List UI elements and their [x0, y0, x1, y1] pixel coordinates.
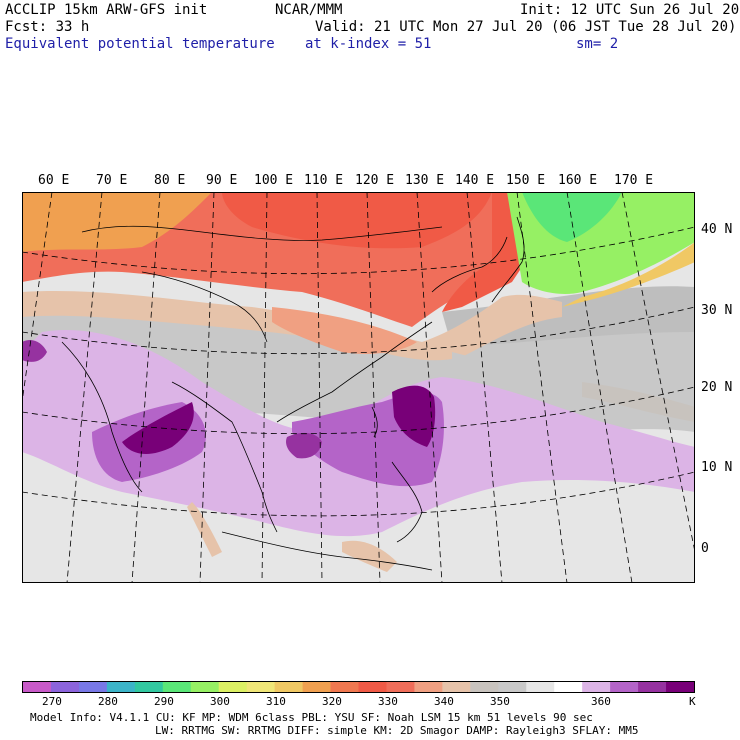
colorbar-label: 310 — [266, 695, 286, 708]
coastline-maritime — [221, 531, 433, 571]
forecast-hour: Fcst: 33 h — [5, 19, 90, 35]
colorbar-label: 300 — [210, 695, 230, 708]
smoothing-value: sm= 2 — [576, 36, 619, 52]
lon-label: 100 E — [254, 173, 294, 188]
colorbar-swatch — [498, 682, 527, 692]
colorbar-swatch — [106, 682, 136, 692]
dark-purple-bay-of-bengal — [122, 402, 194, 454]
colorbar-swatch — [50, 682, 80, 692]
lon-label: 170 E — [614, 173, 654, 188]
colorbar-swatch — [470, 682, 499, 692]
colorbar-swatch — [386, 682, 415, 692]
green-core — [522, 192, 622, 242]
colorbar-swatch — [442, 682, 471, 692]
colorbar-swatch — [302, 682, 332, 692]
lat-label: 40 N — [701, 222, 733, 237]
colorbar-swatch — [190, 682, 220, 692]
colorbar-swatch — [414, 682, 443, 692]
theta-e-map — [22, 192, 695, 583]
colorbar-swatch — [610, 682, 639, 692]
colorbar-swatch — [134, 682, 164, 692]
colorbar-swatch — [638, 682, 667, 692]
colorbar-swatch — [330, 682, 359, 692]
colorbar-swatch — [666, 682, 695, 692]
model-title: ACCLIP 15km ARW-GFS init — [5, 2, 208, 18]
gray-patch — [452, 352, 570, 394]
lon-label: 130 E — [405, 173, 445, 188]
lon-label: 120 E — [355, 173, 395, 188]
lon-label: 70 E — [96, 173, 128, 188]
colorbar-swatch — [246, 682, 276, 692]
lat-label: 0 — [701, 541, 709, 556]
coastline-korea — [431, 236, 508, 293]
dark-purple-philippine-sea — [392, 385, 436, 447]
lat-label: 30 N — [701, 303, 733, 318]
colorbar-label: 340 — [434, 695, 454, 708]
colorbar-swatch — [78, 682, 108, 692]
coastline-philippines — [391, 461, 423, 543]
lon-label: 150 E — [506, 173, 546, 188]
coastline-china — [276, 321, 433, 423]
colorbar-label: 280 — [98, 695, 118, 708]
valid-time: Valid: 21 UTC Mon 27 Jul 20 (06 JST Tue … — [315, 19, 737, 35]
colorbar-label: 270 — [42, 695, 62, 708]
coastline-indochina — [171, 381, 278, 533]
lon-label: 110 E — [304, 173, 344, 188]
salmon-patch — [272, 307, 417, 354]
coastline-japan — [491, 216, 525, 303]
model-info-line1: Model Info: V4.1.1 CU: KF MP: WDM 6class… — [30, 711, 593, 724]
colorbar-label: 350 — [490, 695, 510, 708]
lon-label: 90 E — [206, 173, 238, 188]
colorbar-label: 360 — [591, 695, 611, 708]
tan-sumatra — [187, 502, 222, 557]
lon-label: 140 E — [455, 173, 495, 188]
institution-label: NCAR/MMM — [275, 2, 343, 18]
dark-purple-arabian — [22, 340, 47, 362]
border-north — [81, 225, 443, 241]
yellow-band — [562, 242, 695, 307]
colorbar-swatch — [23, 682, 52, 692]
colorbar-label: 320 — [322, 695, 342, 708]
lon-label: 60 E — [38, 173, 70, 188]
coastline-india — [61, 341, 143, 493]
tan-borneo — [342, 540, 397, 572]
colorbar-swatch — [358, 682, 387, 692]
graticule — [22, 192, 695, 583]
level-index: at k-index = 51 — [305, 36, 432, 52]
border-himalaya — [141, 271, 268, 343]
lat-label: 20 N — [701, 380, 733, 395]
colorbar-swatch — [582, 682, 611, 692]
colorbar-unit: K — [689, 695, 696, 708]
init-time: Init: 12 UTC Sun 26 Jul 20 — [520, 2, 740, 18]
colorbar-swatch — [162, 682, 192, 692]
orange-region — [22, 192, 212, 252]
lon-label: 80 E — [154, 173, 186, 188]
colorbar-swatch — [526, 682, 555, 692]
colorbar-swatch — [274, 682, 304, 692]
colorbar-frame — [22, 681, 695, 693]
field-name: Equivalent potential temperature — [5, 36, 275, 52]
colorbar-swatch — [218, 682, 248, 692]
colorbar-label: 290 — [154, 695, 174, 708]
red-region — [222, 192, 492, 249]
model-info-line2: LW: RRTMG SW: RRTMG DIFF: simple KM: 2D … — [155, 724, 639, 737]
colorbar-label: 330 — [378, 695, 398, 708]
colorbar-swatch — [554, 682, 583, 692]
lat-label: 10 N — [701, 460, 733, 475]
map-frame — [22, 192, 695, 583]
dark-purple-south-china-sea — [286, 432, 322, 459]
lon-label: 160 E — [558, 173, 598, 188]
